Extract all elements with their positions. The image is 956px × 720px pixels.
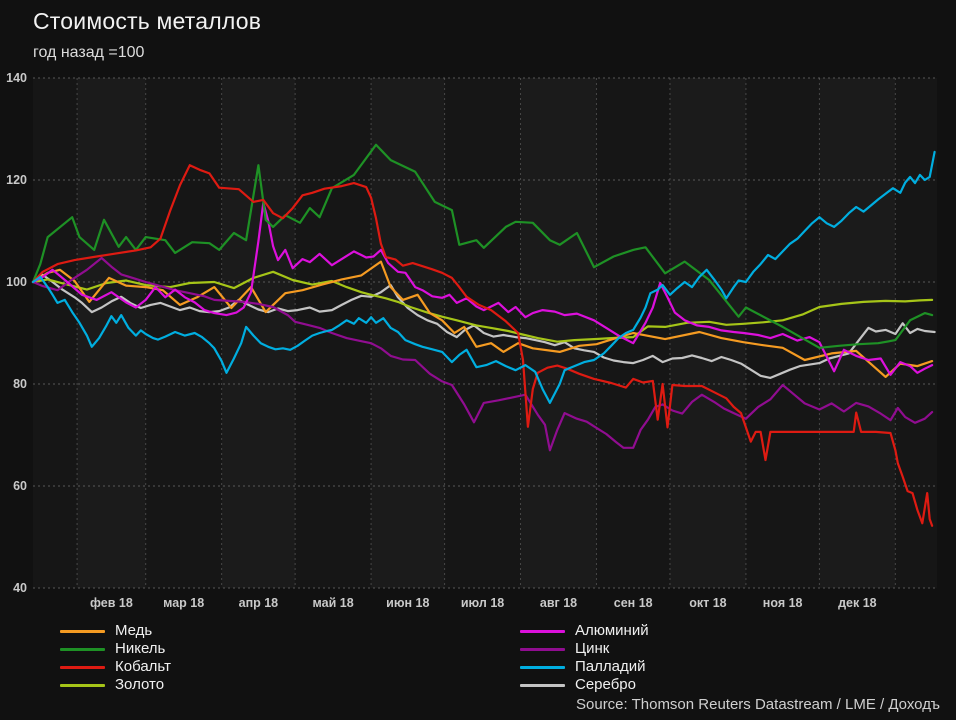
legend-item: Медь — [60, 622, 171, 640]
legend-label: Медь — [115, 622, 153, 639]
series-line-gold — [31, 270, 934, 343]
chart-title: Стоимость металлов — [33, 8, 262, 34]
month-band — [371, 78, 445, 588]
legend-label: Кобальт — [115, 658, 171, 675]
y-tick-label: 140 — [6, 71, 27, 85]
legend-item: Никель — [60, 640, 171, 658]
legend-item: Цинк — [520, 640, 649, 658]
chart-subtitle: год назад =100 — [33, 44, 145, 61]
legend-swatch — [520, 629, 565, 633]
legend-swatch — [60, 629, 105, 633]
legend-swatch — [520, 647, 565, 651]
legend-label: Алюминий — [575, 622, 649, 639]
y-tick-label: 80 — [13, 377, 27, 391]
legend-item: Серебро — [520, 676, 649, 694]
x-month-label: сен 18 — [614, 596, 653, 610]
legend-label: Палладий — [575, 658, 646, 675]
y-tick-label: 100 — [6, 275, 27, 289]
month-band — [145, 78, 222, 588]
legend-swatch — [60, 683, 105, 687]
x-month-label: дек 18 — [838, 596, 877, 610]
legend-column-left: Медь Никель Кобальт Золото — [60, 622, 171, 694]
x-month-label: июн 18 — [386, 596, 429, 610]
legend-column-right: Алюминий Цинк Палладий Серебро — [520, 622, 649, 694]
x-month-label: апр 18 — [239, 596, 279, 610]
month-band — [520, 78, 597, 588]
legend-label: Цинк — [575, 640, 610, 657]
x-month-label: фев 18 — [90, 596, 133, 610]
legend-item: Палладий — [520, 658, 649, 676]
x-month-label: ноя 18 — [763, 596, 803, 610]
legend-item: Золото — [60, 676, 171, 694]
series-line-nickel — [31, 143, 934, 349]
legend-label: Никель — [115, 640, 166, 657]
series-line-cobalt — [31, 164, 934, 527]
series-line-zinc — [31, 256, 934, 452]
legend-swatch — [520, 665, 565, 669]
source-attribution: Source: Thomson Reuters Datastream / LME… — [576, 696, 940, 713]
x-month-label: мар 18 — [163, 596, 204, 610]
y-tick-label: 40 — [13, 581, 27, 595]
x-month-label: июл 18 — [461, 596, 504, 610]
y-tick-label: 60 — [13, 479, 27, 493]
legend-item: Кобальт — [60, 658, 171, 676]
month-band — [33, 78, 78, 588]
series-line-silver — [31, 273, 936, 379]
legend-swatch — [60, 647, 105, 651]
legend-swatch — [60, 665, 105, 669]
series-line-palladium — [31, 150, 936, 404]
month-band — [221, 78, 296, 588]
month-band — [77, 78, 146, 588]
x-month-label: авг 18 — [540, 596, 577, 610]
x-month-label: май 18 — [313, 596, 354, 610]
y-tick-label: 120 — [6, 173, 27, 187]
x-month-label: окт 18 — [689, 596, 726, 610]
legend-label: Серебро — [575, 676, 636, 693]
series-line-aluminum — [31, 201, 934, 376]
legend-item: Алюминий — [520, 622, 649, 640]
legend-label: Золото — [115, 676, 165, 693]
month-band — [819, 78, 896, 588]
legend-swatch — [520, 683, 565, 687]
